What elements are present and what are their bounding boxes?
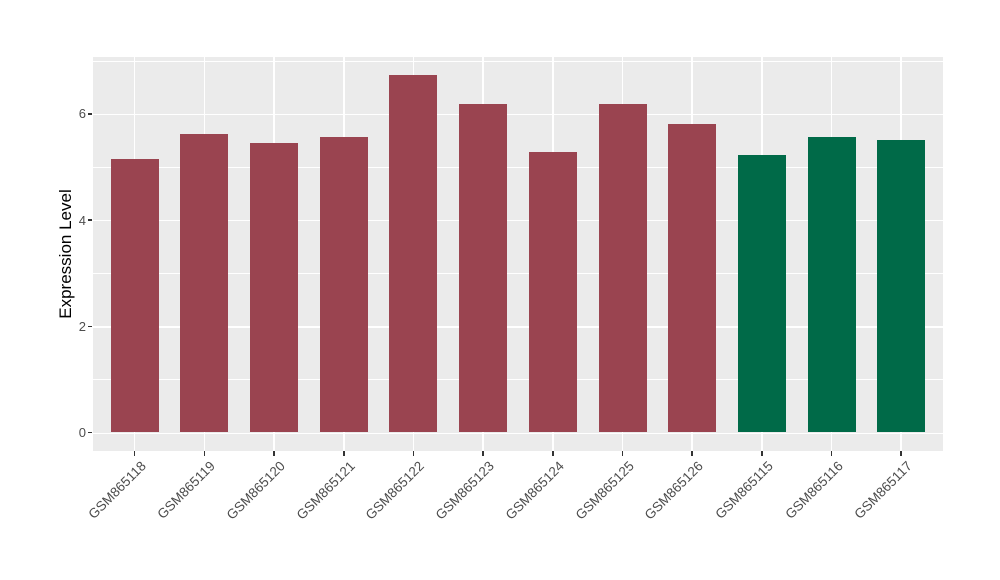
x-tick-mark-GSM865115 xyxy=(761,451,763,456)
x-tick-mark-GSM865126 xyxy=(691,451,693,456)
gridline-minor-y-7 xyxy=(93,60,943,62)
y-tick-mark-6 xyxy=(87,113,92,115)
y-axis-title: Expression Level xyxy=(56,189,75,319)
y-tick-label-0: 0 xyxy=(78,425,86,440)
gridline-major-y-4 xyxy=(93,220,943,222)
bar-GSM865115 xyxy=(737,154,786,433)
x-tick-label-GSM865126: GSM865126 xyxy=(641,458,707,523)
bar-GSM865120 xyxy=(250,143,299,433)
x-tick-label-GSM865119: GSM865119 xyxy=(154,458,219,522)
bar-GSM865126 xyxy=(668,123,717,433)
bar-GSM865117 xyxy=(877,139,926,433)
y-tick-label-6: 6 xyxy=(78,106,86,122)
x-tick-label-GSM865115: GSM865115 xyxy=(712,458,776,522)
x-tick-mark-GSM865118 xyxy=(134,451,136,456)
x-tick-label-GSM865117: GSM865117 xyxy=(851,458,916,522)
bar-GSM865124 xyxy=(528,152,577,433)
y-tick-mark-0 xyxy=(87,431,92,434)
x-tick-mark-GSM865124 xyxy=(552,451,554,456)
bar-GSM865118 xyxy=(110,159,159,433)
x-tick-label-GSM865123: GSM865123 xyxy=(432,458,498,523)
x-tick-mark-GSM865121 xyxy=(343,451,345,456)
gridline-major-y-2 xyxy=(93,326,943,328)
x-tick-label-GSM865125: GSM865125 xyxy=(572,458,637,523)
x-tick-mark-GSM865119 xyxy=(203,451,206,456)
gridline-major-y-0 xyxy=(93,432,943,434)
y-tick-mark-4 xyxy=(87,219,92,221)
plot-panel xyxy=(93,57,943,451)
x-tick-mark-GSM865117 xyxy=(900,451,902,456)
bar-GSM865125 xyxy=(598,104,647,433)
x-tick-label-GSM865120: GSM865120 xyxy=(223,458,289,523)
x-tick-label-GSM865116: GSM865116 xyxy=(781,458,846,522)
x-tick-mark-GSM865120 xyxy=(273,451,275,456)
x-tick-label-GSM865118: GSM865118 xyxy=(85,458,149,522)
gridline-minor-y-1 xyxy=(93,379,943,381)
y-tick-mark-2 xyxy=(87,325,92,327)
bar-GSM865116 xyxy=(807,137,856,433)
bar-GSM865119 xyxy=(180,133,229,433)
x-tick-mark-GSM865122 xyxy=(412,451,415,456)
bar-GSM865123 xyxy=(459,103,508,433)
gridline-minor-y-3 xyxy=(93,273,943,274)
x-tick-label-GSM865124: GSM865124 xyxy=(502,458,567,523)
x-tick-mark-GSM865123 xyxy=(482,451,484,456)
gridline-major-y-6 xyxy=(93,113,943,116)
y-tick-label-2: 2 xyxy=(78,318,86,334)
x-tick-mark-GSM865116 xyxy=(830,451,833,456)
x-tick-mark-GSM865125 xyxy=(621,451,624,456)
x-tick-label-GSM865121: GSM865121 xyxy=(293,458,358,523)
gridline-minor-y-5 xyxy=(93,167,943,168)
bar-GSM865122 xyxy=(389,75,438,433)
y-tick-label-4: 4 xyxy=(78,212,86,228)
bar-GSM865121 xyxy=(319,137,368,433)
x-tick-label-GSM865122: GSM865122 xyxy=(363,458,428,523)
